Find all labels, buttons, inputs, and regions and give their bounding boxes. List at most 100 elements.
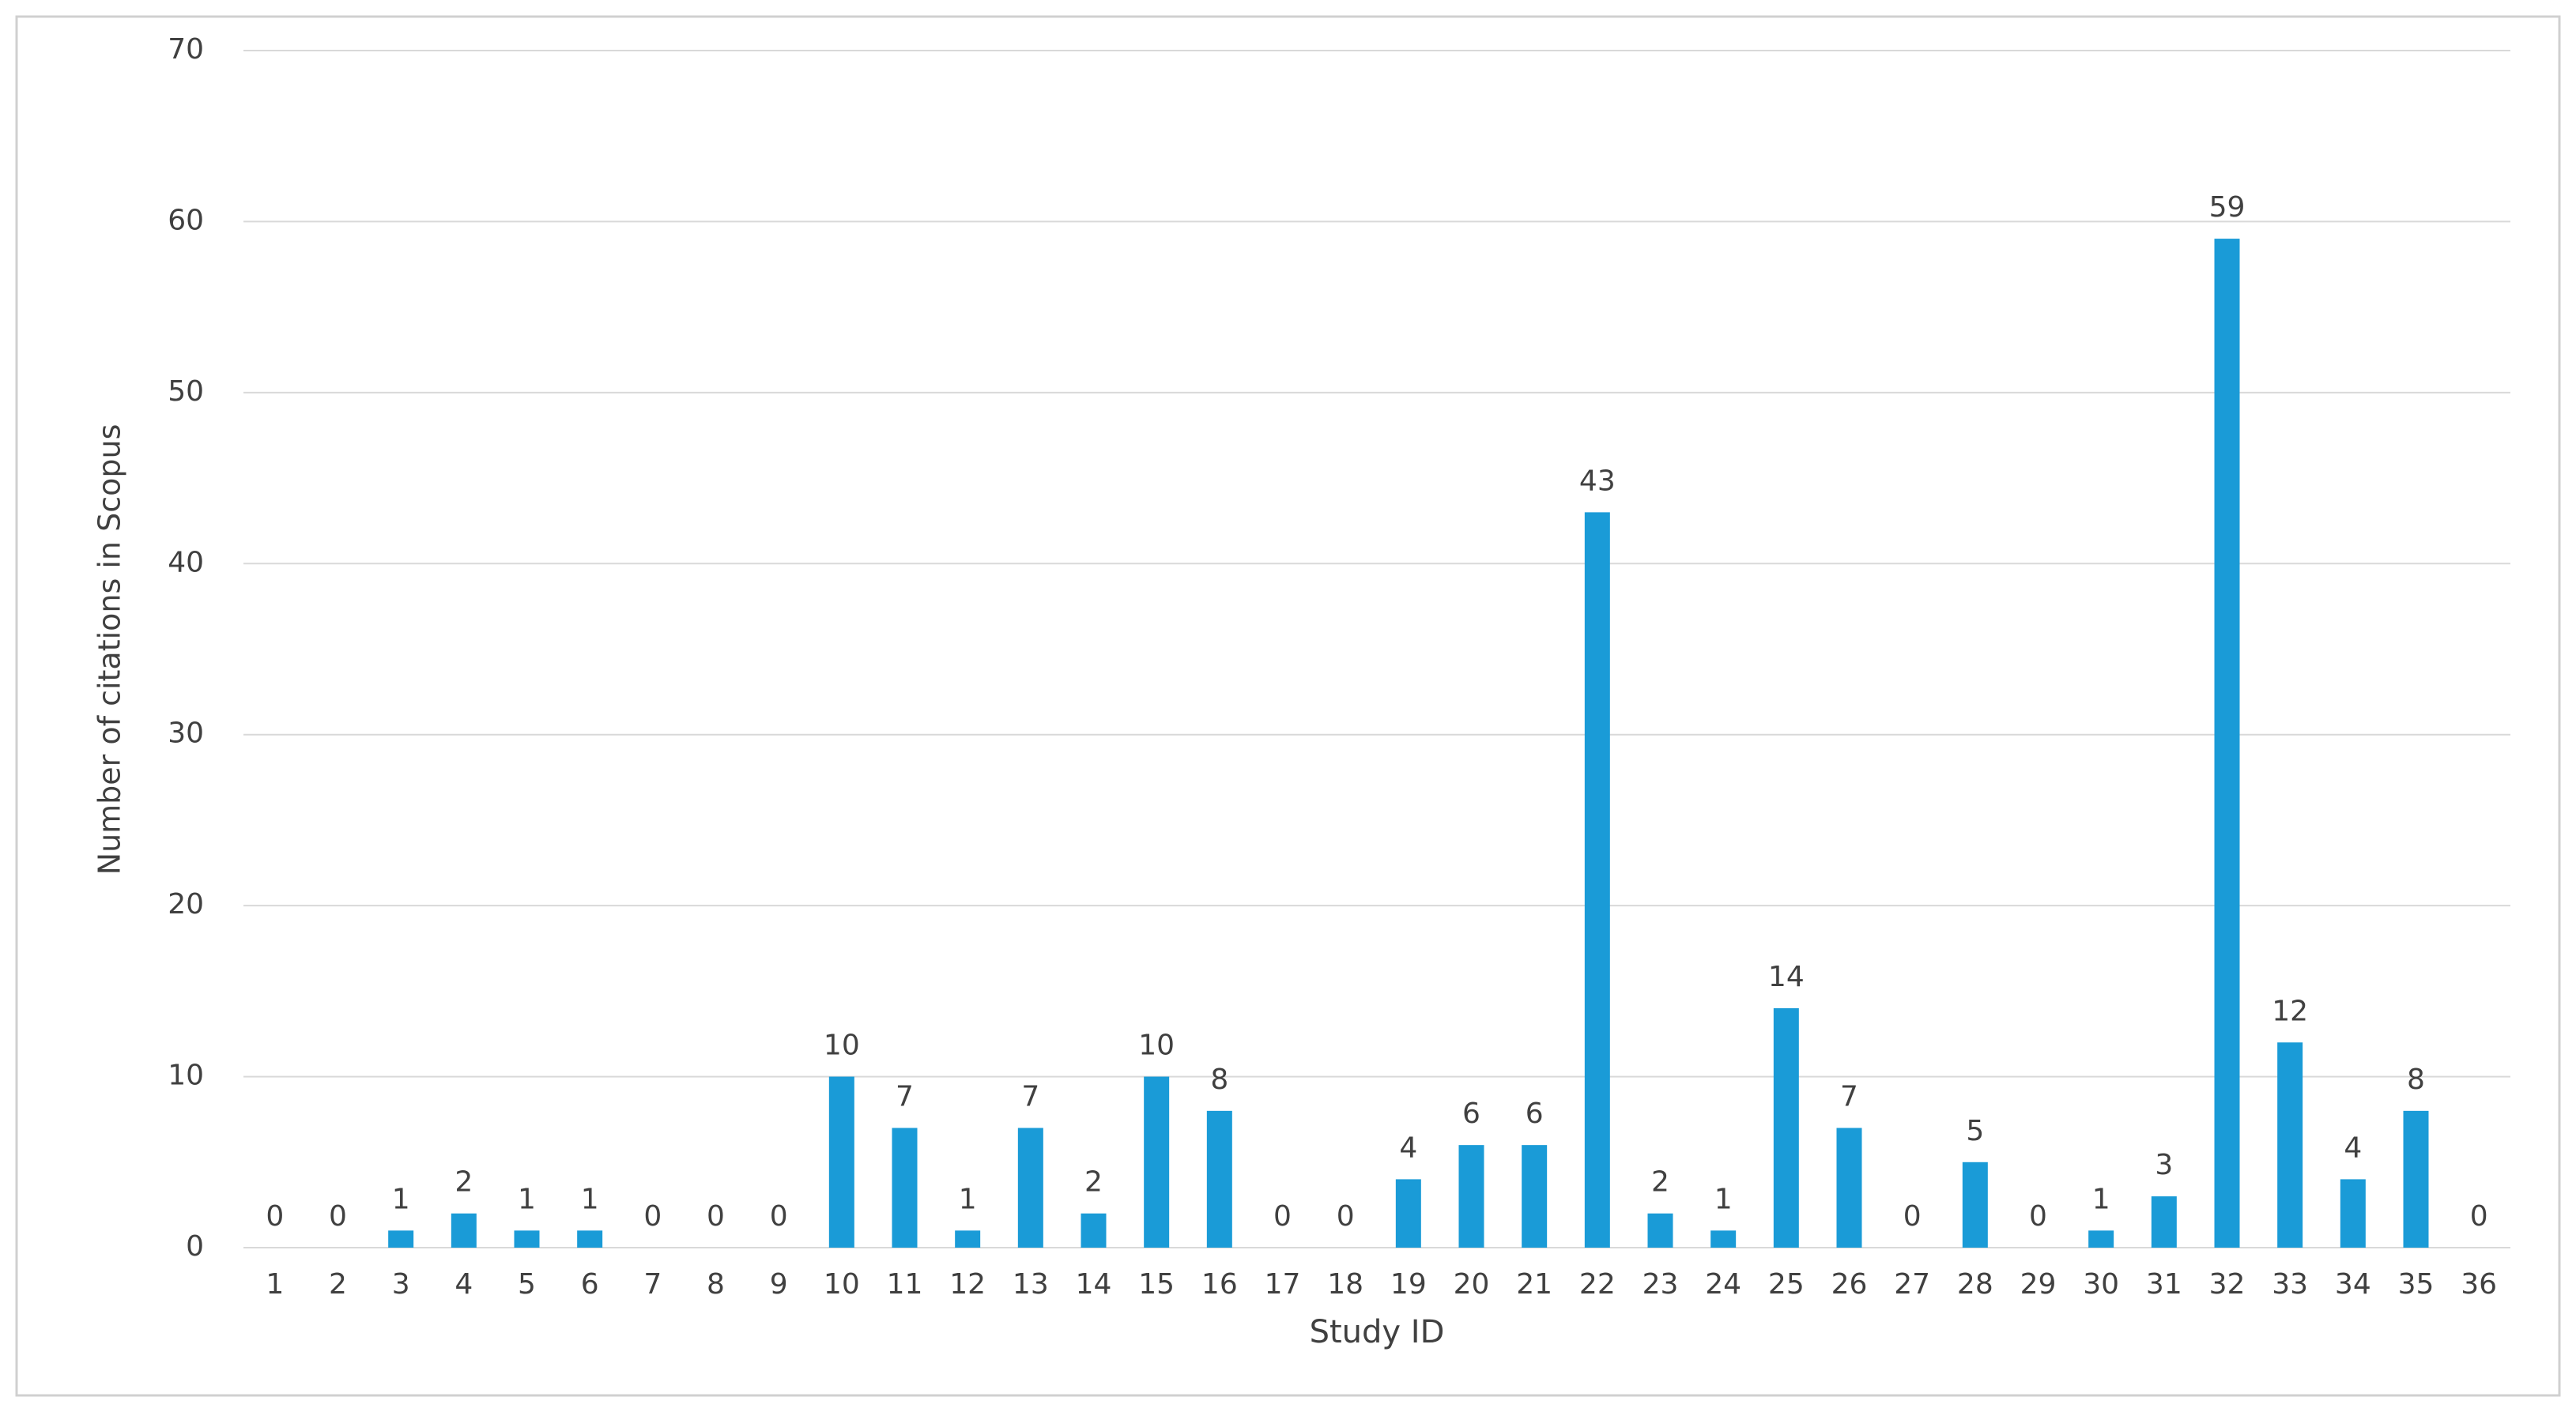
data-label: 1 <box>1714 1183 1733 1215</box>
bar <box>1710 1230 1737 1248</box>
bar <box>955 1230 981 1248</box>
x-tick-label: 28 <box>1957 1268 1993 1301</box>
data-label: 10 <box>824 1030 860 1062</box>
x-tick-label: 13 <box>1013 1268 1049 1301</box>
data-label: 10 <box>1138 1030 1175 1062</box>
data-label: 0 <box>266 1200 284 1233</box>
data-label: 0 <box>1903 1200 1922 1233</box>
x-axis-title: Study ID <box>1310 1314 1445 1350</box>
data-label: 14 <box>1768 961 1805 993</box>
data-label: 2 <box>454 1166 473 1199</box>
data-label: 1 <box>2092 1183 2110 1215</box>
x-tick-label: 27 <box>1894 1268 1930 1301</box>
bar <box>2214 239 2240 1248</box>
bar <box>388 1230 414 1248</box>
x-tick-label: 10 <box>824 1268 860 1301</box>
y-axis-title: Number of citations in Scopus <box>92 424 127 875</box>
bar <box>1395 1179 1421 1248</box>
x-tick-label: 26 <box>1831 1268 1868 1301</box>
y-tick-label: 0 <box>186 1230 204 1263</box>
bar <box>1522 1145 1548 1248</box>
data-label: 7 <box>1840 1081 1858 1113</box>
bar <box>514 1230 540 1248</box>
x-tick-label: 34 <box>2335 1268 2371 1301</box>
data-label: 1 <box>959 1183 977 1215</box>
bar <box>1081 1213 1107 1248</box>
x-tick-label: 15 <box>1138 1268 1175 1301</box>
data-label: 1 <box>392 1183 410 1215</box>
bar <box>1144 1076 1170 1248</box>
bar <box>828 1076 854 1248</box>
data-label: 2 <box>1084 1166 1103 1199</box>
x-tick-label: 32 <box>2209 1268 2246 1301</box>
x-tick-label: 33 <box>2272 1268 2308 1301</box>
x-tick-label: 18 <box>1327 1268 1363 1301</box>
bar <box>2277 1042 2303 1248</box>
data-label: 7 <box>1021 1081 1039 1113</box>
bar <box>1458 1145 1484 1248</box>
x-tick-label: 7 <box>643 1268 662 1301</box>
data-label: 1 <box>581 1183 599 1215</box>
data-label: 3 <box>2155 1149 2173 1181</box>
data-label: 0 <box>707 1200 725 1233</box>
y-tick-label: 20 <box>168 888 204 921</box>
data-label: 0 <box>770 1200 788 1233</box>
x-tick-label: 29 <box>2020 1268 2057 1301</box>
data-label: 6 <box>1462 1098 1480 1130</box>
x-tick-label: 11 <box>887 1268 923 1301</box>
y-tick-label: 40 <box>168 546 204 578</box>
bar <box>2088 1230 2114 1248</box>
data-label: 0 <box>1337 1200 1355 1233</box>
bar <box>2151 1196 2177 1248</box>
y-tick-label: 70 <box>168 33 204 66</box>
data-label: 1 <box>518 1183 536 1215</box>
x-tick-label: 5 <box>518 1268 536 1301</box>
data-label: 59 <box>2209 191 2246 224</box>
data-label: 0 <box>643 1200 662 1233</box>
data-label: 0 <box>329 1200 347 1233</box>
x-tick-label: 30 <box>2083 1268 2119 1301</box>
x-tick-label: 12 <box>949 1268 986 1301</box>
bar <box>892 1128 918 1248</box>
x-tick-label: 24 <box>1705 1268 1741 1301</box>
data-label: 2 <box>1651 1166 1669 1199</box>
bar <box>577 1230 603 1248</box>
x-tick-label: 16 <box>1201 1268 1238 1301</box>
x-tick-label: 6 <box>581 1268 599 1301</box>
y-tick-label: 10 <box>168 1060 204 1092</box>
bar <box>2403 1110 2429 1248</box>
x-tick-label: 35 <box>2398 1268 2435 1301</box>
bar <box>1962 1162 1988 1248</box>
x-tick-label: 8 <box>707 1268 725 1301</box>
x-tick-label: 36 <box>2461 1268 2497 1301</box>
x-tick-label: 20 <box>1454 1268 1490 1301</box>
data-label: 8 <box>1210 1064 1228 1096</box>
bar <box>1773 1008 1799 1248</box>
x-tick-label: 25 <box>1768 1268 1805 1301</box>
x-tick-label: 1 <box>266 1268 284 1301</box>
bar <box>1584 512 1610 1248</box>
x-tick-label: 23 <box>1643 1268 1679 1301</box>
y-tick-label: 30 <box>168 717 204 750</box>
data-label: 8 <box>2407 1064 2425 1096</box>
x-tick-label: 2 <box>329 1268 347 1301</box>
bar <box>451 1213 477 1248</box>
x-tick-label: 4 <box>454 1268 473 1301</box>
data-label: 6 <box>1526 1098 1544 1130</box>
x-tick-label: 9 <box>770 1268 788 1301</box>
y-tick-label: 60 <box>168 204 204 236</box>
chart-frame <box>15 15 2561 1397</box>
x-tick-label: 17 <box>1265 1268 1301 1301</box>
data-label: 4 <box>1399 1131 1417 1164</box>
data-label: 4 <box>2344 1131 2362 1164</box>
bar <box>1647 1213 1673 1248</box>
x-tick-label: 22 <box>1579 1268 1616 1301</box>
x-tick-label: 3 <box>392 1268 410 1301</box>
data-label: 0 <box>2029 1200 2047 1233</box>
data-label: 12 <box>2272 995 2308 1027</box>
bar <box>1206 1110 1232 1248</box>
y-tick-label: 50 <box>168 375 204 408</box>
bar <box>2340 1179 2366 1248</box>
x-tick-label: 14 <box>1076 1268 1112 1301</box>
